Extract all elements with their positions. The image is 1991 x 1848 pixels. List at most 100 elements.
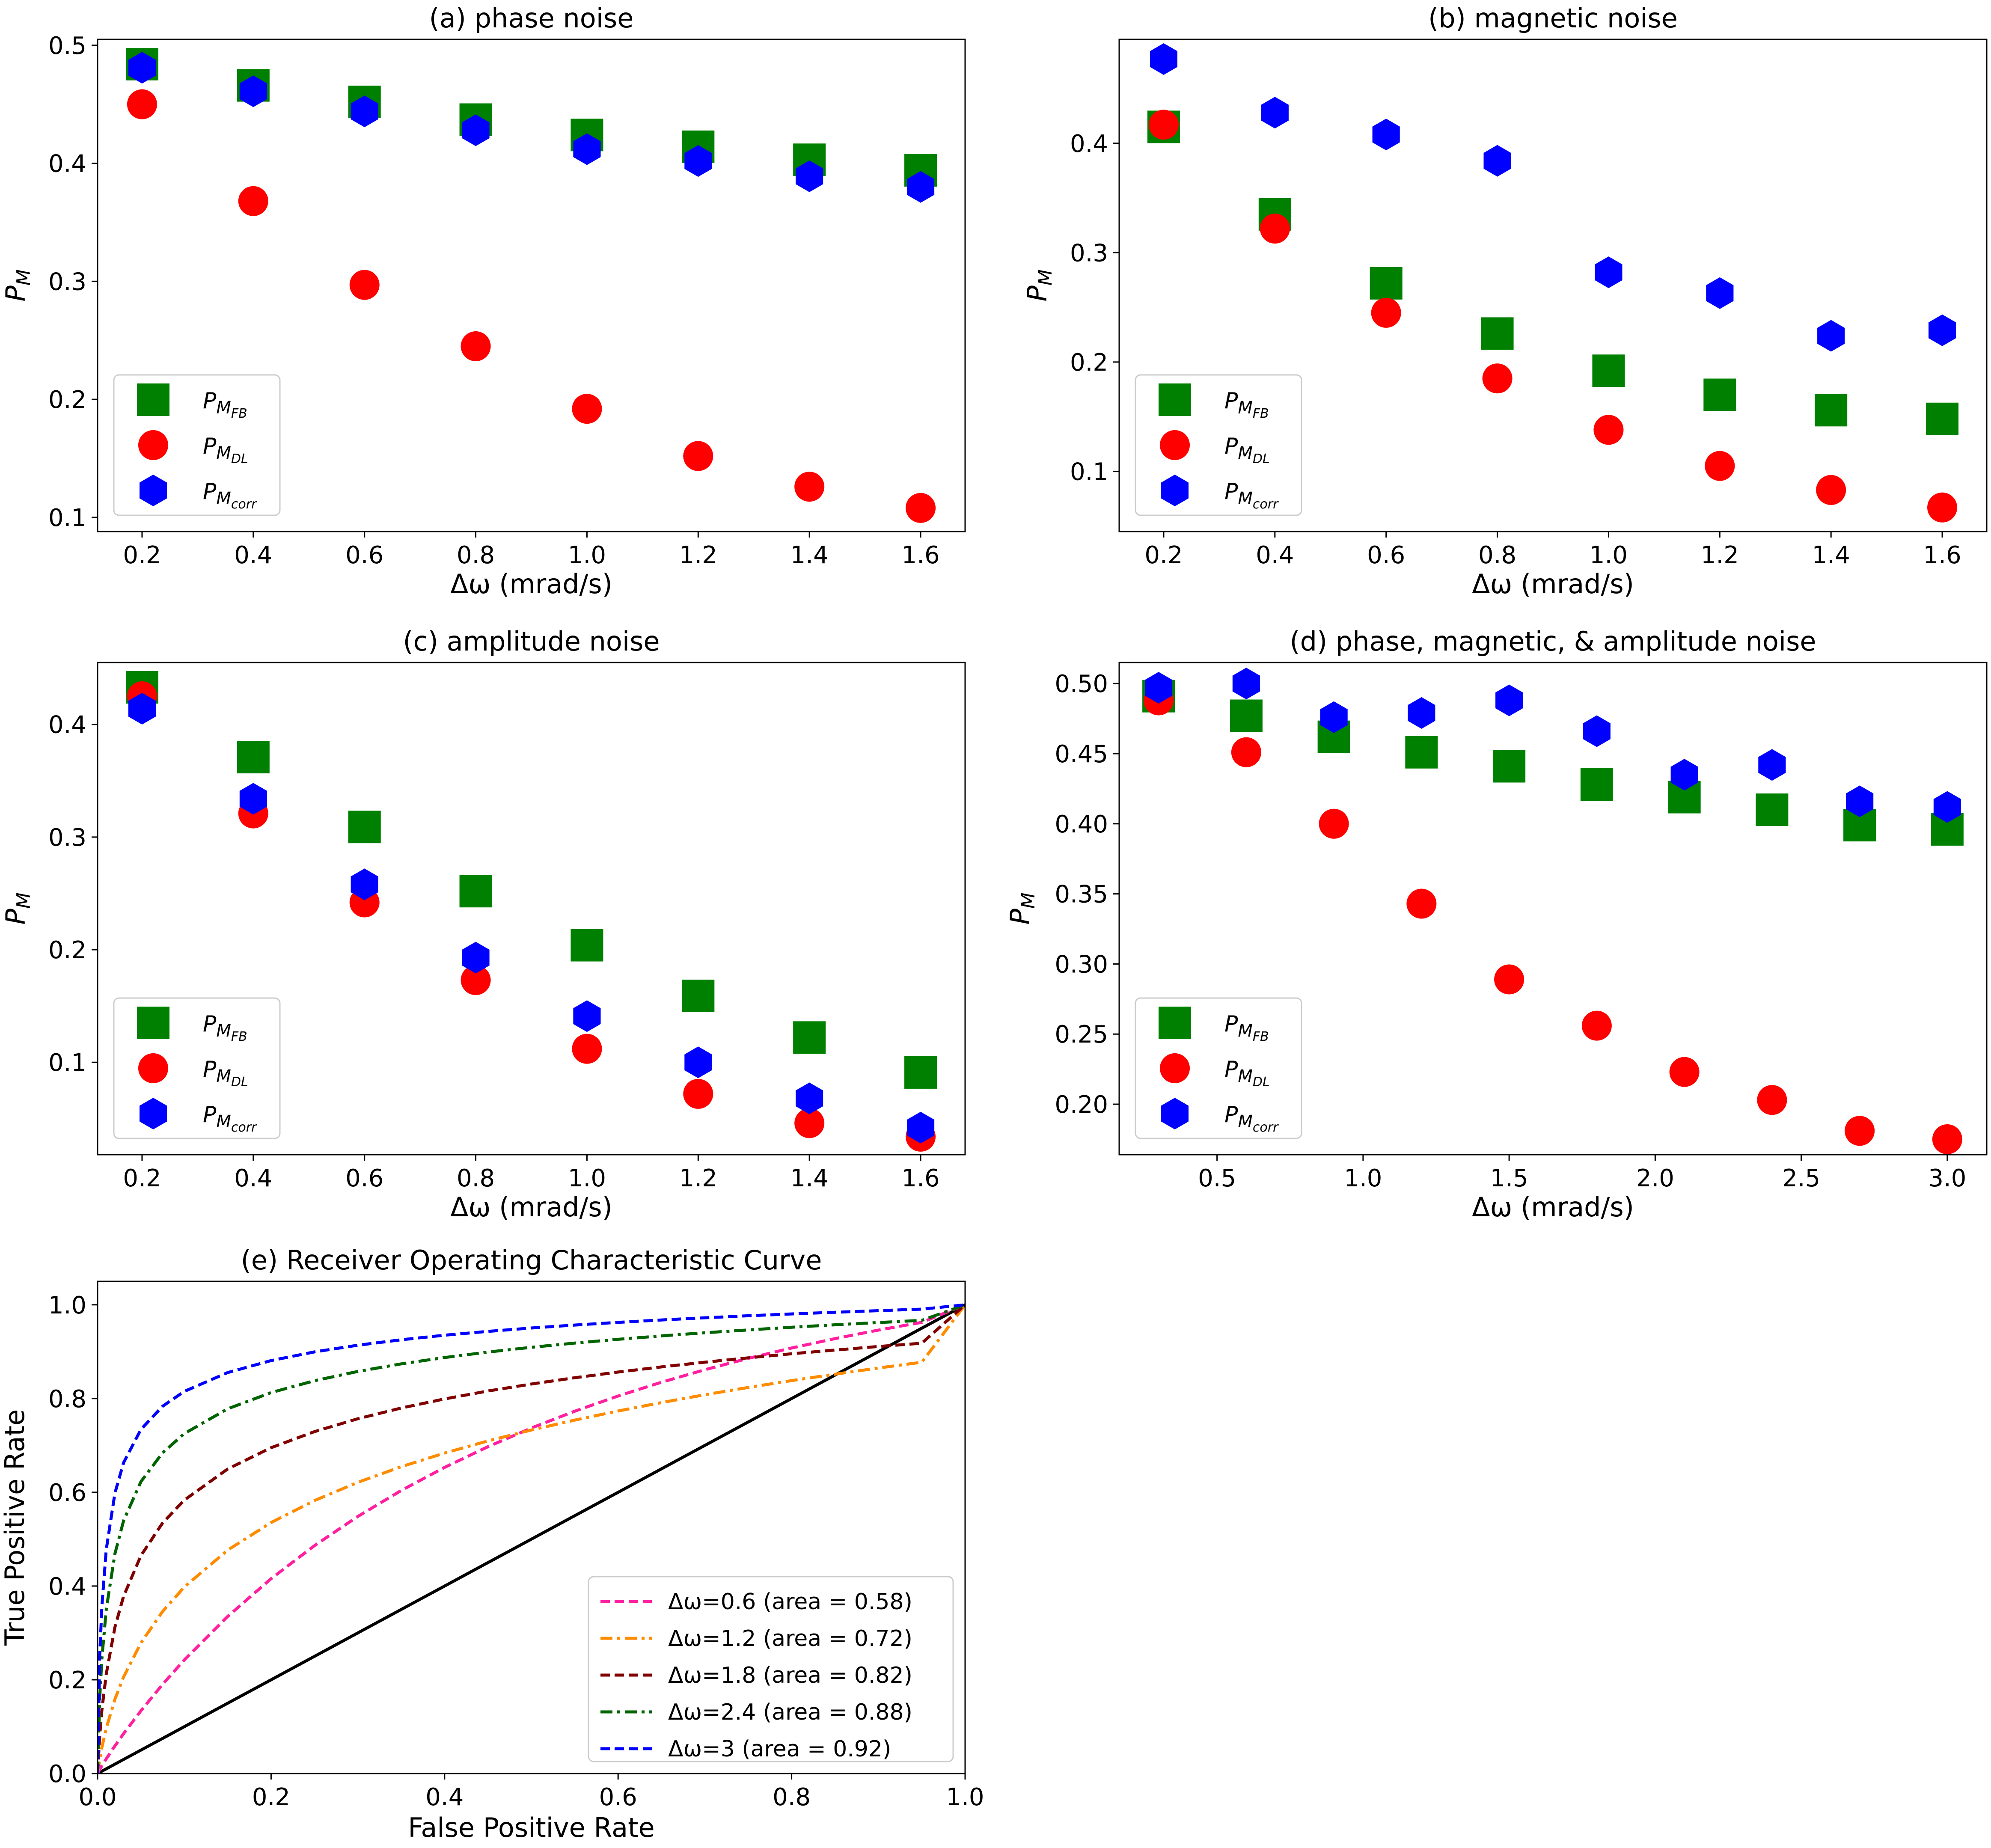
y-axis-label: PM bbox=[1022, 269, 1056, 301]
legend-marker-fb bbox=[137, 1007, 169, 1039]
y-tick-label: 0.35 bbox=[1055, 881, 1108, 909]
chart-panel-1: (a) phase noise 0.2 0.4 0.6 0.8 1.0 1.2 1.4 1.6 0… bbox=[0, 3, 966, 600]
legend: PMFB PMDL PMcorr bbox=[113, 997, 281, 1139]
data-point-corr bbox=[907, 1111, 935, 1144]
data-point-corr bbox=[1145, 672, 1173, 704]
data-point-fb bbox=[1580, 768, 1613, 801]
data-point-corr bbox=[128, 692, 156, 725]
chart-title: (d) phase, magnetic, & amplitude noise bbox=[1290, 626, 1816, 657]
data-point-corr bbox=[684, 1046, 712, 1078]
data-point-corr bbox=[1261, 97, 1289, 129]
series-line-1 bbox=[98, 1304, 965, 1774]
legend-label: PMFB bbox=[203, 388, 247, 421]
legend-marker-corr bbox=[140, 475, 167, 506]
legend-label: Δω=3 (area = 0.92) bbox=[668, 1736, 891, 1762]
legend-label: PMDL bbox=[203, 1057, 248, 1090]
legend-box bbox=[588, 1576, 954, 1762]
data-point-dl bbox=[572, 394, 602, 424]
chart-title: (a) phase noise bbox=[429, 3, 634, 34]
data-point-dl bbox=[238, 186, 268, 216]
plot-frame bbox=[1118, 39, 1988, 532]
x-axis-label: Δω (mrad/s) bbox=[450, 568, 612, 600]
data-point-corr bbox=[1372, 119, 1400, 151]
x-tick-label: 2.5 bbox=[1782, 1165, 1820, 1192]
plot-area bbox=[1142, 668, 1964, 1154]
data-point-dl bbox=[461, 965, 491, 995]
legend: PMFB PMDL PMcorr bbox=[113, 374, 281, 516]
data-point-dl bbox=[127, 89, 157, 119]
data-point-corr bbox=[1320, 701, 1348, 733]
y-tick-label: 0.2 bbox=[48, 386, 86, 414]
x-tick-label: 3.0 bbox=[1928, 1165, 1966, 1192]
plot-area bbox=[125, 48, 937, 523]
y-tick-label: 0.0 bbox=[48, 1760, 86, 1788]
data-point-corr bbox=[1595, 256, 1623, 288]
y-tick-label: 0.2 bbox=[48, 936, 86, 964]
legend-label: PMFB bbox=[1224, 1011, 1269, 1044]
data-point-fb bbox=[1592, 354, 1625, 387]
data-point-corr bbox=[462, 114, 490, 146]
x-axis-label: Δω (mrad/s) bbox=[450, 1191, 612, 1223]
y-tick-label: 0.2 bbox=[48, 1667, 86, 1694]
data-point-corr bbox=[1706, 277, 1734, 309]
series-line-3 bbox=[98, 1303, 965, 1774]
x-tick-label: 0.6 bbox=[1367, 541, 1405, 569]
y-tick-label: 0.30 bbox=[1055, 951, 1108, 978]
legend-marker-corr bbox=[140, 1098, 167, 1129]
x-tick-label: 1.0 bbox=[946, 1783, 984, 1811]
x-tick-label: 0.2 bbox=[123, 541, 161, 569]
legend-label: PMcorr bbox=[1224, 479, 1279, 512]
legend-marker-fb bbox=[1159, 383, 1191, 416]
series-line-4 bbox=[98, 1303, 965, 1774]
data-point-fb bbox=[1703, 378, 1736, 411]
y-tick-label: 0.45 bbox=[1055, 740, 1108, 768]
data-point-dl bbox=[1705, 451, 1735, 481]
y-tick-label: 0.3 bbox=[1070, 239, 1108, 267]
legend-label: PMcorr bbox=[203, 1102, 257, 1135]
data-point-fb bbox=[1493, 750, 1526, 783]
legend-label: PMcorr bbox=[203, 479, 257, 512]
y-tick-label: 0.4 bbox=[48, 1573, 86, 1601]
x-tick-label: 0.5 bbox=[1198, 1165, 1236, 1192]
data-point-corr bbox=[462, 942, 490, 974]
data-point-dl bbox=[1148, 110, 1179, 140]
legend-label: Δω=2.4 (area = 0.88) bbox=[668, 1699, 912, 1725]
data-point-corr bbox=[573, 1000, 601, 1032]
chart-title: (c) amplitude noise bbox=[403, 626, 660, 657]
series-line-0 bbox=[98, 1303, 965, 1774]
data-point-fb bbox=[459, 875, 492, 908]
y-axis-label: PM bbox=[1004, 892, 1039, 924]
legend-marker-dl bbox=[1160, 1053, 1190, 1083]
legend-label: PMFB bbox=[203, 1011, 247, 1044]
legend-label: PMDL bbox=[1224, 434, 1270, 466]
data-point-corr bbox=[1408, 697, 1435, 729]
x-tick-label: 1.0 bbox=[568, 1165, 606, 1192]
data-point-dl bbox=[1319, 808, 1349, 839]
x-tick-label: 1.0 bbox=[568, 541, 606, 569]
y-axis-label: True Positive Rate bbox=[0, 1409, 30, 1646]
data-point-dl bbox=[1845, 1116, 1875, 1146]
data-point-dl bbox=[461, 331, 491, 362]
data-point-dl bbox=[349, 270, 380, 300]
data-point-dl bbox=[1927, 492, 1958, 523]
y-tick-label: 0.4 bbox=[48, 150, 86, 178]
data-point-corr bbox=[1232, 668, 1260, 700]
data-point-dl bbox=[1231, 737, 1261, 767]
y-tick-label: 0.3 bbox=[48, 268, 86, 296]
x-tick-label: 1.4 bbox=[790, 1165, 829, 1192]
plot-frame bbox=[1118, 662, 1988, 1156]
data-point-dl bbox=[1494, 964, 1524, 995]
x-axis-label: False Positive Rate bbox=[408, 1812, 654, 1843]
x-tick-label: 0.2 bbox=[252, 1783, 290, 1811]
y-tick-label: 0.25 bbox=[1055, 1021, 1108, 1049]
data-point-dl bbox=[1260, 214, 1290, 244]
data-point-fb bbox=[1370, 267, 1403, 300]
data-point-dl bbox=[1669, 1057, 1700, 1087]
data-point-dl bbox=[683, 1078, 713, 1109]
x-tick-label: 0.2 bbox=[1144, 541, 1183, 569]
chart-title: (e) Receiver Operating Characteristic Cu… bbox=[241, 1245, 822, 1276]
y-tick-label: 0.1 bbox=[1070, 458, 1108, 486]
data-point-corr bbox=[796, 1082, 823, 1114]
data-point-corr bbox=[1583, 715, 1611, 747]
data-point-dl bbox=[794, 1108, 825, 1138]
